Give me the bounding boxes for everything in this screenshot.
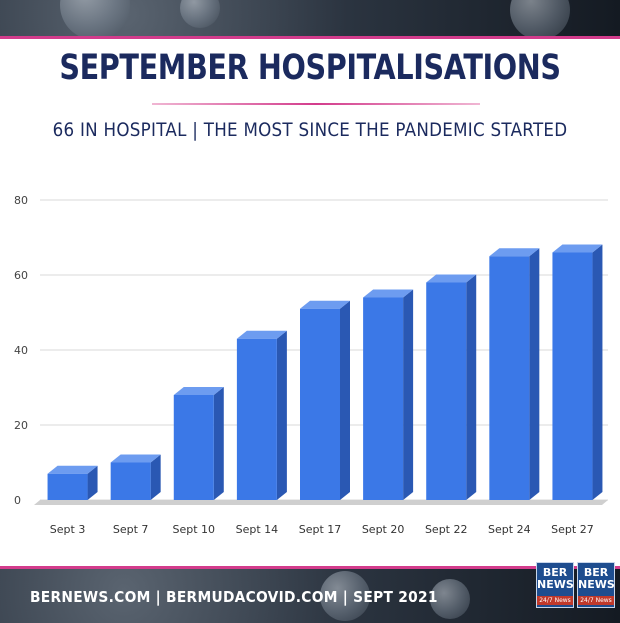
bar-top bbox=[236, 330, 287, 339]
bar-top bbox=[300, 300, 350, 309]
bar bbox=[363, 297, 404, 500]
bottom-banner bbox=[0, 566, 620, 623]
bar-top bbox=[173, 387, 224, 395]
bar-side bbox=[592, 244, 603, 500]
logo-line-3: 24/7 News bbox=[578, 596, 614, 605]
x-tick-label: Sept 22 bbox=[425, 523, 468, 536]
virus-decoration-icon bbox=[60, 0, 130, 36]
bar bbox=[173, 395, 214, 500]
x-tick-label: Sept 10 bbox=[173, 523, 216, 536]
bar-side bbox=[403, 289, 414, 500]
x-tick-label: Sept 20 bbox=[362, 523, 405, 536]
virus-decoration-icon bbox=[510, 0, 570, 36]
page-title: SEPTEMBER HOSPITALISATIONS bbox=[59, 48, 561, 88]
bar-side bbox=[87, 465, 98, 500]
chart-floor bbox=[34, 500, 608, 505]
bar-top bbox=[47, 465, 98, 474]
logo-line-2: NEWS bbox=[578, 578, 615, 591]
bar-side bbox=[150, 454, 161, 500]
bernews-logo: BER NEWS 24/7 News bbox=[577, 562, 615, 608]
bar bbox=[489, 256, 530, 500]
bar-side bbox=[340, 300, 350, 500]
y-tick-label: 60 bbox=[14, 269, 28, 282]
bar bbox=[47, 473, 88, 500]
bar-side bbox=[466, 274, 477, 500]
logo-line-3: 24/7 News bbox=[537, 596, 573, 605]
bar bbox=[236, 338, 277, 500]
y-tick-label: 0 bbox=[14, 494, 21, 507]
y-tick-label: 40 bbox=[14, 344, 28, 357]
page-subtitle: 66 IN HOSPITAL | THE MOST SINCE THE PAND… bbox=[52, 119, 568, 141]
y-tick-label: 80 bbox=[14, 194, 28, 207]
bar-top bbox=[363, 289, 414, 298]
bar bbox=[300, 308, 340, 500]
logo-line-2: NEWS bbox=[537, 578, 574, 591]
bar-side bbox=[276, 330, 287, 500]
y-tick-label: 20 bbox=[14, 419, 28, 432]
bernews-logo: BER NEWS 24/7 News bbox=[536, 562, 574, 608]
x-tick-label: Sept 7 bbox=[113, 523, 149, 536]
footer-credits: BERNEWS.COM | BERMUDACOVID.COM | SEPT 20… bbox=[30, 588, 438, 606]
bar bbox=[552, 252, 593, 500]
x-tick-label: Sept 3 bbox=[50, 523, 86, 536]
bar-top bbox=[426, 274, 477, 283]
bar-top bbox=[110, 454, 161, 463]
bar-top bbox=[552, 244, 603, 253]
bar bbox=[110, 462, 151, 500]
title-divider bbox=[152, 103, 480, 105]
bar-side bbox=[529, 248, 540, 500]
x-tick-label: Sept 14 bbox=[236, 523, 279, 536]
bar-top bbox=[489, 248, 540, 257]
x-tick-label: Sept 17 bbox=[299, 523, 342, 536]
top-banner bbox=[0, 0, 620, 39]
virus-decoration-icon bbox=[430, 579, 470, 619]
x-tick-label: Sept 27 bbox=[551, 523, 594, 536]
x-tick-label: Sept 24 bbox=[488, 523, 531, 536]
virus-decoration-icon bbox=[320, 571, 370, 621]
logo-line-1: BER bbox=[583, 566, 609, 579]
logo-line-1: BER bbox=[542, 566, 568, 579]
bar-side bbox=[213, 387, 224, 500]
bar bbox=[426, 282, 467, 500]
